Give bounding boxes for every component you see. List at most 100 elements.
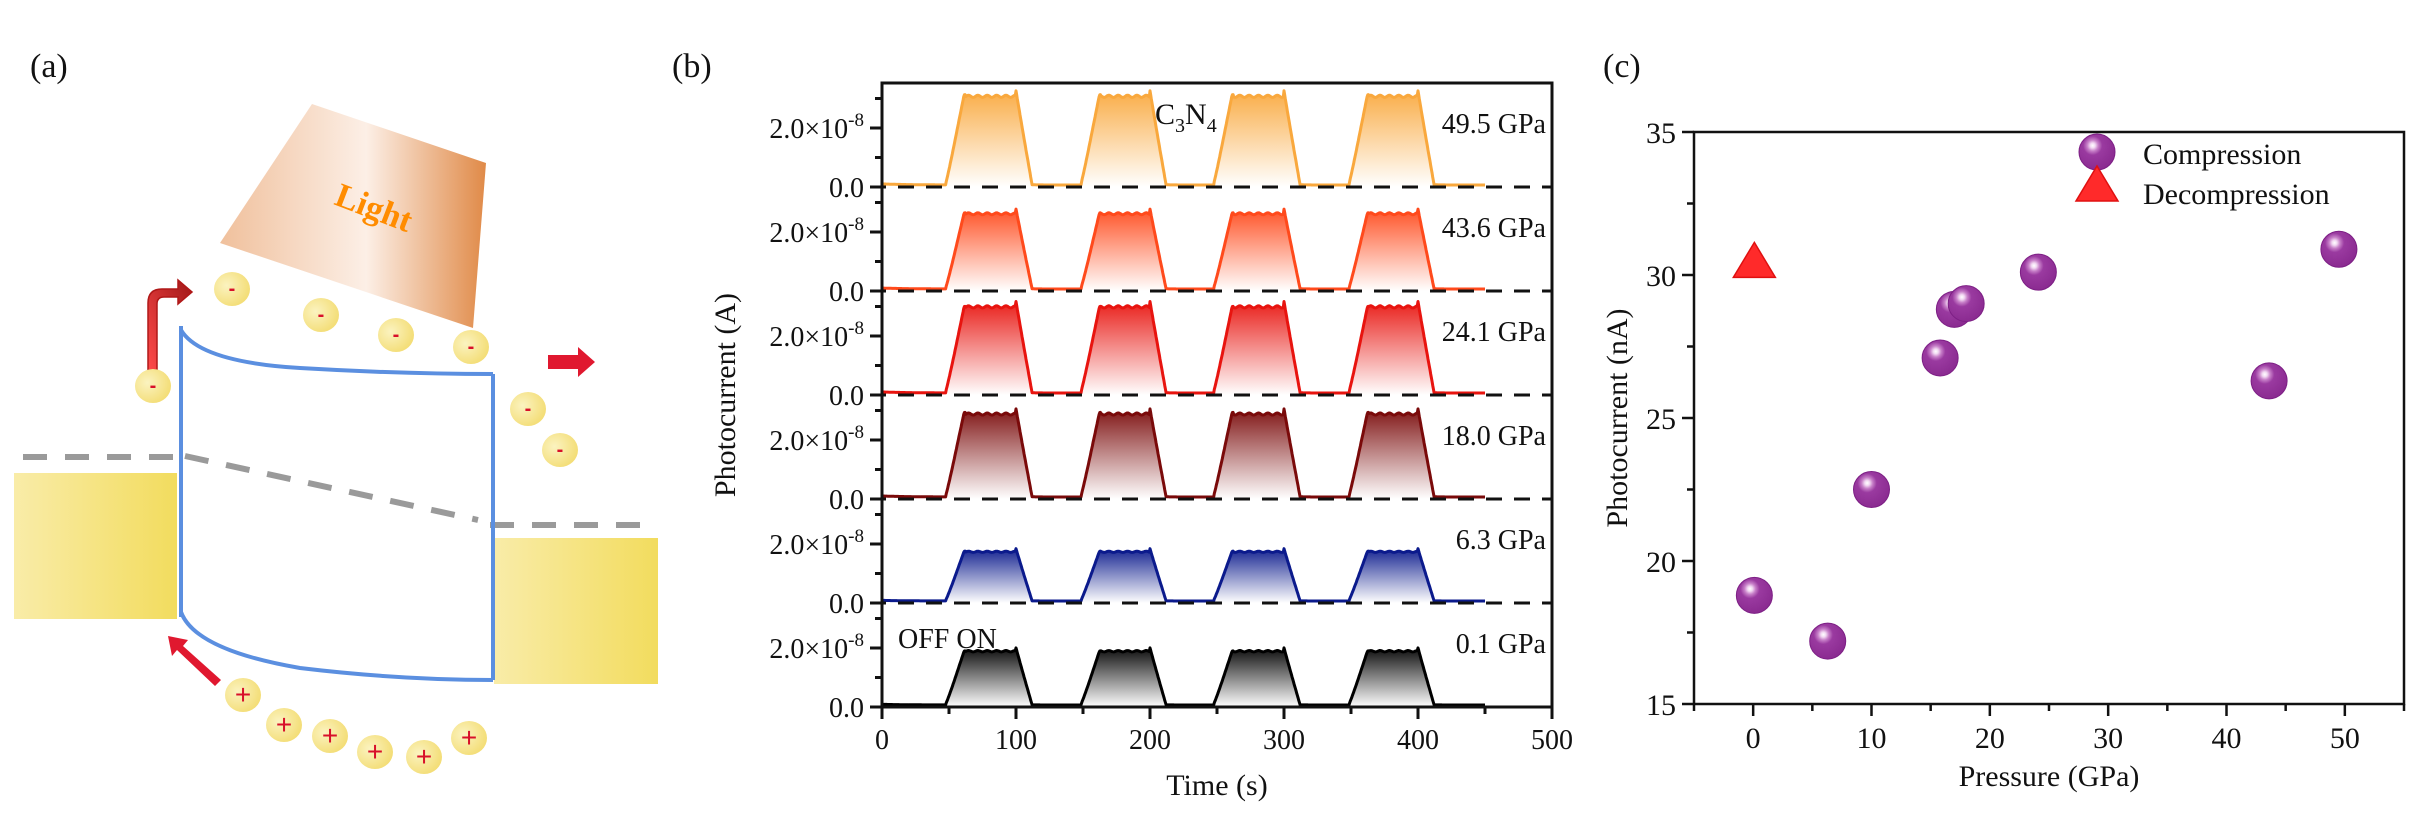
trace-fill: [882, 548, 1485, 603]
trace-line: [881, 300, 1486, 395]
y-tick-label: 0.0: [829, 277, 864, 308]
trace-line: [881, 407, 1486, 499]
series-pressure-label: 49.5 GPa: [1442, 109, 1547, 140]
trace-fill: [882, 647, 1485, 707]
trace-line: [881, 89, 1486, 187]
band-diagram: [179, 326, 495, 682]
legend-decompression-label: Decompression: [2143, 178, 2330, 211]
hole-sign: +: [416, 741, 432, 772]
electron-sign: -: [525, 398, 532, 420]
y-tick-label: 35: [1646, 117, 1676, 150]
x-tick-label: 10: [1857, 722, 1887, 755]
hole-sign: +: [322, 720, 338, 751]
hole: +: [266, 708, 302, 742]
decompression-point: [1732, 240, 1777, 279]
hole-circle: [406, 740, 442, 774]
hole-circle: [451, 721, 487, 755]
y-tick-label: 2.0×10-8: [769, 526, 864, 561]
x-tick-label: 40: [2212, 722, 2242, 755]
x-tick-label: 0: [875, 725, 889, 756]
series-pressure-label: 24.1 GPa: [1442, 317, 1547, 348]
electron-circle: [135, 369, 171, 403]
hole-circle: [312, 719, 348, 753]
y-tick-label: 2.0×10-8: [769, 630, 864, 665]
electron-circle: [453, 330, 489, 364]
panel-b-photocurrent-chart: (b) 0.0 2.0×10-8 49.5 GPa 0.0 2.0×10-8 43.6 G…: [672, 48, 1573, 802]
panel-b-label: (b): [672, 48, 712, 85]
trace-line: [881, 547, 1486, 603]
electron-injection-arrow-icon: [147, 278, 194, 371]
electron: -: [378, 318, 414, 352]
hole: +: [357, 735, 393, 769]
electron-circle: [542, 433, 578, 467]
sphere-marker: [2019, 253, 2057, 291]
y-tick-label: 2.0×10-8: [769, 110, 864, 145]
sphere-marker: [1809, 622, 1847, 660]
c-x-axis-label: Pressure (GPa): [1959, 760, 2140, 793]
legend-compression-label: Compression: [2143, 138, 2301, 171]
electron: -: [453, 330, 489, 364]
hole-sign: +: [235, 679, 251, 710]
sphere-marker: [2320, 230, 2358, 268]
light-beam: [220, 104, 486, 328]
x-tick-label: 50: [2330, 722, 2360, 755]
y-tick-label: 0.0: [829, 173, 864, 204]
electron-sign: -: [229, 278, 236, 300]
x-tick-label: 30: [2093, 722, 2123, 755]
compression-point: [2019, 253, 2057, 291]
sphere-marker: [1735, 576, 1773, 614]
hole-circle: [225, 678, 261, 712]
panel-c-scatter-chart: (c) 15 20 25 30 35 0 10 20 30 40 50 Photocurrent (…: [1601, 48, 2406, 793]
trace-fill: [882, 408, 1485, 499]
hole: +: [451, 721, 487, 755]
panel-a-schematic: (a) Light -------++ ++ ++: [14, 48, 658, 774]
compression-point: [1853, 471, 1890, 508]
charge-carriers: - - - - - - - + + + + + +: [135, 272, 578, 774]
fermi-level-line: [23, 453, 650, 528]
hole-sign: +: [367, 736, 383, 767]
electron-sign: -: [557, 439, 564, 461]
trace-fill: [882, 301, 1485, 395]
series-pressure-label: 43.6 GPa: [1442, 213, 1547, 244]
electron-exit-arrow-icon: [548, 347, 595, 377]
y-tick-label: 25: [1646, 403, 1676, 436]
off-on-label: OFF ON: [898, 624, 997, 655]
left-electrode: [14, 473, 177, 619]
electron: -: [542, 433, 578, 467]
c-plot-frame: [1692, 130, 2406, 706]
compression-point: [1809, 622, 1847, 660]
panel-c-label: (c): [1603, 48, 1641, 85]
panel-a-label: (a): [30, 48, 68, 85]
c3n4-label: C3N4: [1155, 98, 1217, 137]
electron-circle: [378, 318, 414, 352]
right-electrode: [494, 538, 658, 684]
hole: +: [406, 740, 442, 774]
trace-line: [881, 207, 1486, 291]
y-tick-label: 30: [1646, 260, 1676, 293]
electron-circle: [510, 392, 546, 426]
electron-sign: -: [468, 336, 475, 358]
y-tick-label: 2.0×10-8: [769, 318, 864, 353]
y-tick-label: 15: [1646, 689, 1676, 722]
y-tick-label: 0.0: [829, 589, 864, 620]
electron-circle: [303, 298, 339, 332]
x-tick-label: 200: [1129, 725, 1171, 756]
compression-point: [2320, 230, 2358, 268]
hole-exit-arrow-icon: [168, 636, 221, 686]
compression-point: [1921, 339, 1959, 377]
sphere-marker: [2250, 362, 2288, 400]
x-tick-label: 20: [1975, 722, 2005, 755]
x-tick-label: 100: [995, 725, 1037, 756]
electron-sign: -: [318, 304, 325, 326]
sphere-marker: [1921, 339, 1959, 377]
c-y-axis-label: Photocurrent (nA): [1601, 308, 1634, 527]
hole: +: [312, 719, 348, 753]
y-tick-label: 0.0: [829, 485, 864, 516]
y-tick-label: 20: [1646, 546, 1676, 579]
hole-circle: [357, 735, 393, 769]
hole-sign: +: [276, 709, 292, 740]
trace-fill: [882, 90, 1485, 187]
compression-point: [1947, 285, 1985, 323]
valence-band: [179, 611, 494, 682]
